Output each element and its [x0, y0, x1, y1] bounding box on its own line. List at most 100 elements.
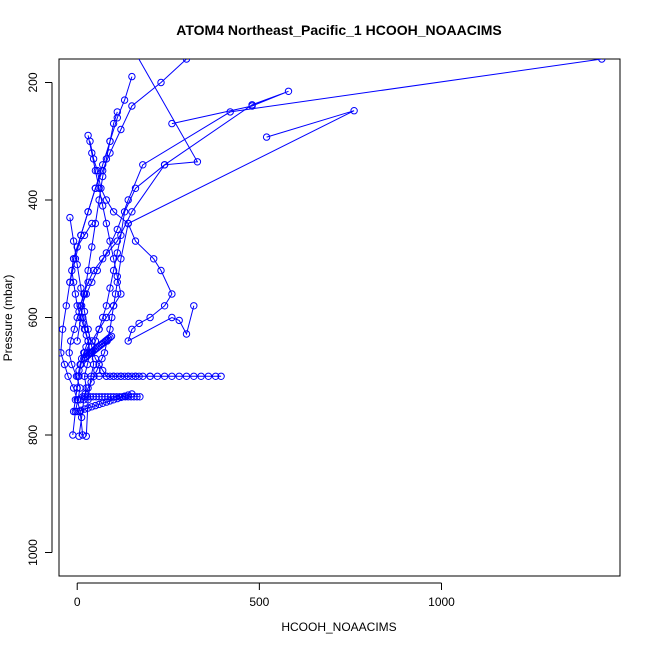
- data-point: [211, 372, 220, 380]
- data-point: [70, 325, 79, 333]
- data-point: [91, 184, 100, 193]
- data-point: [113, 394, 122, 403]
- y-tick-label: 800: [26, 425, 40, 445]
- y-tick-label: 1000: [26, 539, 40, 566]
- plot-border: [58, 58, 621, 577]
- data-point: [153, 372, 162, 380]
- y-axis: 200 400 600 800 1000: [26, 72, 53, 566]
- data-point: [71, 396, 80, 404]
- data-point: [75, 372, 83, 380]
- data-point: [102, 155, 111, 163]
- data-point: [106, 137, 114, 146]
- data-point: [168, 290, 176, 298]
- data-point: [108, 313, 116, 322]
- series-line: [68, 59, 602, 436]
- x-tick-label: 0: [74, 595, 81, 609]
- data-point: [168, 119, 176, 128]
- data-point: [182, 59, 191, 63]
- y-tick-label: 600: [26, 307, 40, 327]
- data-point: [120, 96, 129, 104]
- data-point: [77, 284, 85, 292]
- data-point: [77, 406, 85, 414]
- data-point: [128, 390, 136, 398]
- series-14: [73, 390, 136, 416]
- data-point: [107, 332, 116, 340]
- data-point: [88, 403, 96, 411]
- data-point: [101, 393, 109, 401]
- data-point: [124, 337, 132, 345]
- data-point: [106, 237, 114, 245]
- x-tick-label: 1000: [428, 595, 455, 609]
- data-point: [66, 278, 74, 286]
- data-point: [117, 125, 125, 134]
- data-point: [135, 319, 143, 328]
- data-point: [135, 372, 143, 380]
- data-point: [157, 78, 165, 87]
- data-point: [160, 161, 169, 169]
- data-point: [160, 302, 169, 310]
- data-point: [131, 237, 140, 245]
- data-point: [117, 290, 125, 298]
- data-point: [84, 131, 92, 140]
- data-point: [86, 393, 95, 401]
- data-point: [262, 133, 271, 141]
- data-point: [104, 393, 112, 401]
- data-point: [117, 393, 125, 402]
- data-point: [60, 360, 69, 369]
- data-point: [128, 325, 136, 333]
- data-point: [109, 119, 118, 128]
- data-point: [168, 313, 176, 322]
- data-point: [284, 87, 293, 96]
- data-point: [102, 398, 111, 406]
- data-point: [95, 196, 103, 204]
- data-point: [128, 208, 136, 216]
- data-point: [77, 231, 85, 240]
- data-point: [157, 266, 165, 275]
- data-point: [66, 213, 74, 222]
- series-12: [73, 108, 122, 345]
- data-point: [113, 372, 122, 380]
- data-point: [109, 396, 118, 404]
- data-point: [350, 107, 358, 115]
- data-point: [102, 372, 111, 380]
- data-point: [73, 337, 81, 345]
- data-point: [92, 393, 100, 401]
- data-point: [160, 372, 169, 380]
- data-point: [84, 266, 92, 275]
- data-point: [83, 393, 92, 401]
- data-point: [124, 219, 132, 228]
- series-2: [59, 59, 191, 439]
- data-point: [82, 432, 91, 440]
- chart-title: ATOM4 Northeast_Pacific_1 HCOOH_NOAACIMS: [176, 22, 501, 38]
- data-point: [146, 313, 154, 322]
- data-point: [99, 399, 107, 407]
- x-axis: 0 500 1000: [74, 582, 455, 609]
- data-point: [80, 372, 89, 380]
- data-point: [136, 393, 144, 401]
- data-point: [217, 372, 225, 380]
- data-point: [139, 161, 147, 169]
- data-point: [87, 378, 95, 386]
- data-point: [124, 391, 132, 399]
- data-point: [89, 393, 97, 401]
- data-point: [65, 349, 73, 357]
- data-point: [59, 349, 65, 357]
- data-point: [117, 231, 125, 240]
- data-point: [598, 59, 606, 63]
- y-axis-label: Pressure (mbar): [1, 275, 15, 362]
- data-point: [80, 393, 89, 401]
- data-point: [128, 372, 136, 380]
- series-10: [69, 131, 125, 416]
- data-point: [69, 237, 78, 245]
- series-1: [65, 59, 606, 439]
- data-point: [106, 333, 114, 342]
- data-point: [91, 354, 100, 363]
- data-point: [117, 372, 125, 380]
- data-point: [128, 72, 136, 81]
- data-point: [99, 366, 107, 375]
- data-point: [93, 266, 102, 275]
- data-point: [84, 404, 92, 412]
- data-point: [193, 158, 202, 166]
- data-point: [109, 208, 118, 216]
